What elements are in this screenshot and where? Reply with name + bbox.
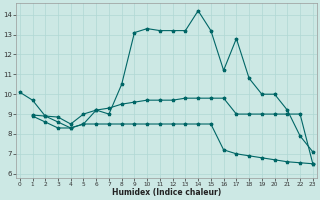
X-axis label: Humidex (Indice chaleur): Humidex (Indice chaleur) <box>112 188 221 197</box>
